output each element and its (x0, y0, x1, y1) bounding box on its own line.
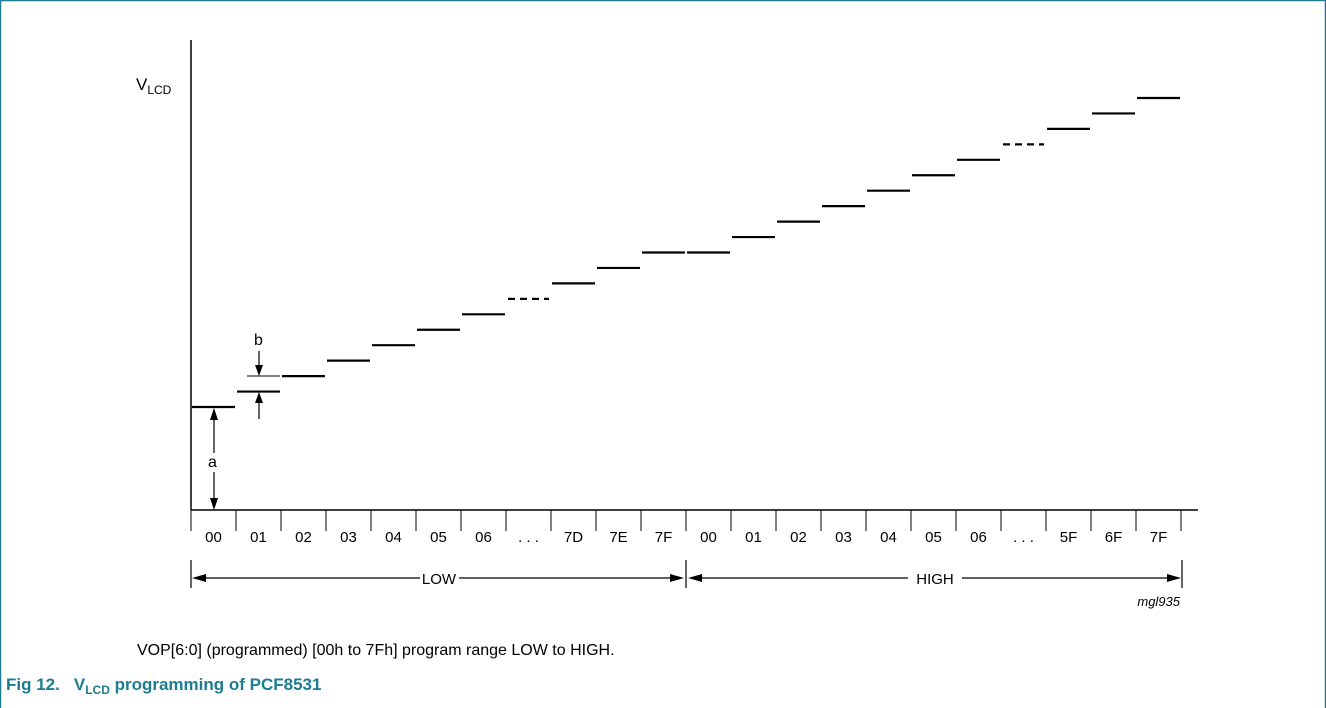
x-tick-label: 05 (925, 529, 942, 546)
x-tick-label: 6F (1105, 529, 1123, 546)
x-tick-label: 7E (609, 529, 627, 546)
x-tick-label: 03 (340, 529, 357, 546)
x-tick-label: 05 (430, 529, 447, 546)
x-tick-label: 01 (250, 529, 267, 546)
step-levels (192, 96, 1180, 409)
dimension-a-label: a (208, 454, 217, 471)
figure-title: Fig 12. VLCD programming of PCF8531 (6, 675, 321, 697)
dimension-b-label: b (254, 332, 263, 349)
x-tick-label: 04 (385, 529, 402, 546)
x-tick-label: 7F (1150, 529, 1168, 546)
range-high: HIGH (688, 560, 1183, 588)
x-tick-label: 5F (1060, 529, 1078, 546)
x-tick-label: 7D (564, 529, 583, 546)
x-tick-label: 02 (790, 529, 807, 546)
x-tick-label: . . . (518, 529, 539, 546)
x-ticks: 00 01 02 03 04 05 06 . . . 7D 7E 7F 00 01 02 03 04 05 06.… (190, 510, 1182, 546)
range-low-label: LOW (422, 571, 457, 588)
figure-caption: VOP[6:0] (programmed) [00h to 7Fh] progr… (137, 642, 615, 659)
x-tick-label: . . . (1013, 529, 1034, 546)
x-tick-label: 03 (835, 529, 852, 546)
dimension-b: b (247, 332, 280, 419)
y-axis-label: VLCD (136, 75, 172, 97)
x-tick-label: 02 (295, 529, 312, 546)
x-tick-label: 01 (745, 529, 762, 546)
figure-ref-code: mgl935 (1137, 594, 1180, 609)
dimension-a: a (208, 408, 218, 510)
x-tick-label: 00 (700, 529, 717, 546)
range-low: LOW (190, 560, 684, 588)
range-high-label: HIGH (916, 571, 954, 588)
x-tick-label: 06 (970, 529, 987, 546)
x-tick-label: 04 (880, 529, 897, 546)
x-tick-label: 7F (655, 529, 673, 546)
x-tick-label: 00 (205, 529, 222, 546)
x-tick-label: 06 (475, 529, 492, 546)
